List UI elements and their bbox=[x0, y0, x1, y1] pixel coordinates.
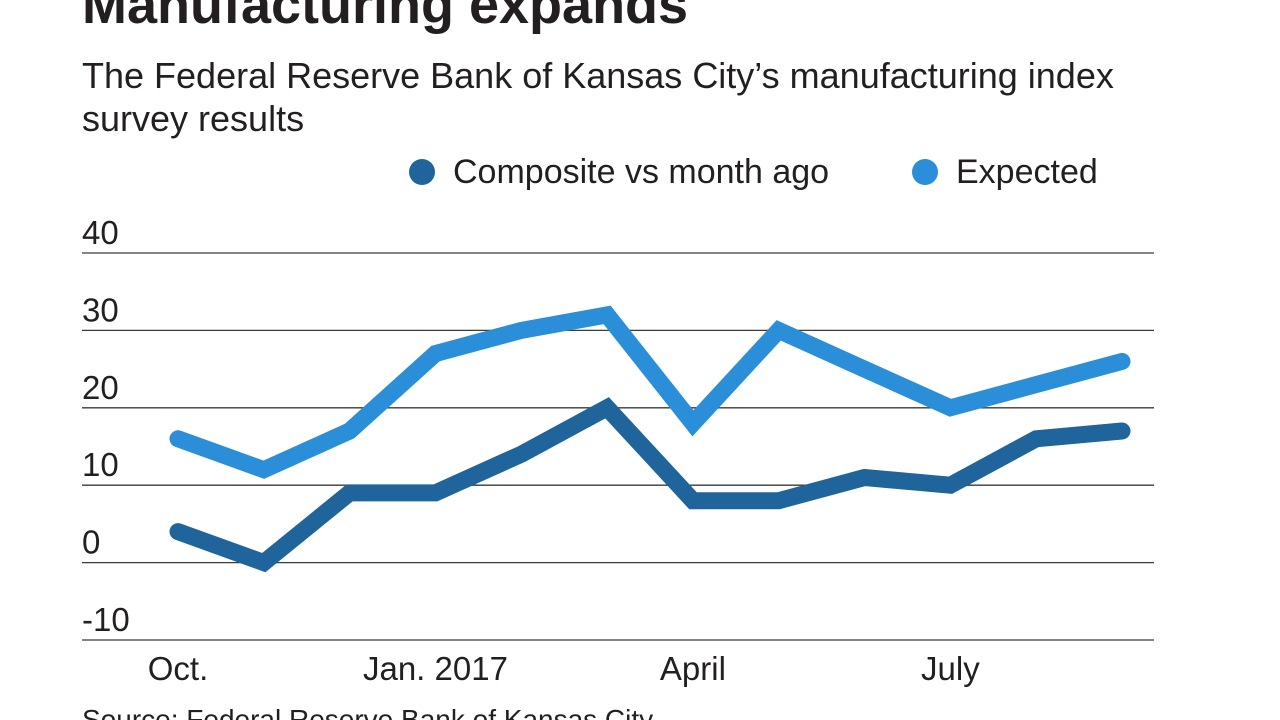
legend-item-composite: Composite vs month ago bbox=[409, 152, 829, 192]
y-tick-label: 20 bbox=[82, 369, 119, 406]
x-axis-ticks: Oct. Jan. 2017 April July bbox=[148, 650, 980, 687]
x-tick-label: July bbox=[921, 650, 980, 687]
x-tick-label: Jan. 2017 bbox=[363, 650, 508, 687]
legend-label-composite: Composite vs month ago bbox=[453, 152, 830, 191]
chart-title: Manufacturing expands bbox=[82, 0, 689, 35]
expected-line bbox=[169, 305, 1131, 479]
y-tick-label: -10 bbox=[82, 601, 130, 638]
y-tick-label: 0 bbox=[82, 524, 100, 561]
x-tick-label: Oct. bbox=[148, 650, 209, 687]
x-tick-label: April bbox=[660, 650, 726, 687]
legend-item-expected: Expected bbox=[912, 152, 1098, 192]
legend-marker-composite bbox=[409, 159, 435, 185]
legend-label-expected: Expected bbox=[956, 152, 1098, 191]
composite-line bbox=[169, 397, 1131, 573]
gridlines bbox=[82, 252, 1154, 641]
y-tick-label: 10 bbox=[82, 446, 119, 483]
source-note: Source: Federal Reserve Bank of Kansas C… bbox=[82, 704, 654, 720]
series-lines bbox=[169, 305, 1131, 573]
y-tick-label: 40 bbox=[82, 214, 119, 251]
y-tick-label: 30 bbox=[82, 291, 119, 328]
legend: Composite vs month ago Expected bbox=[0, 152, 1280, 192]
chart-subtitle: The Federal Reserve Bank of Kansas City’… bbox=[82, 55, 1114, 139]
y-axis-ticks: 40 30 20 10 0 -10 bbox=[82, 214, 130, 638]
legend-marker-expected bbox=[912, 159, 938, 185]
